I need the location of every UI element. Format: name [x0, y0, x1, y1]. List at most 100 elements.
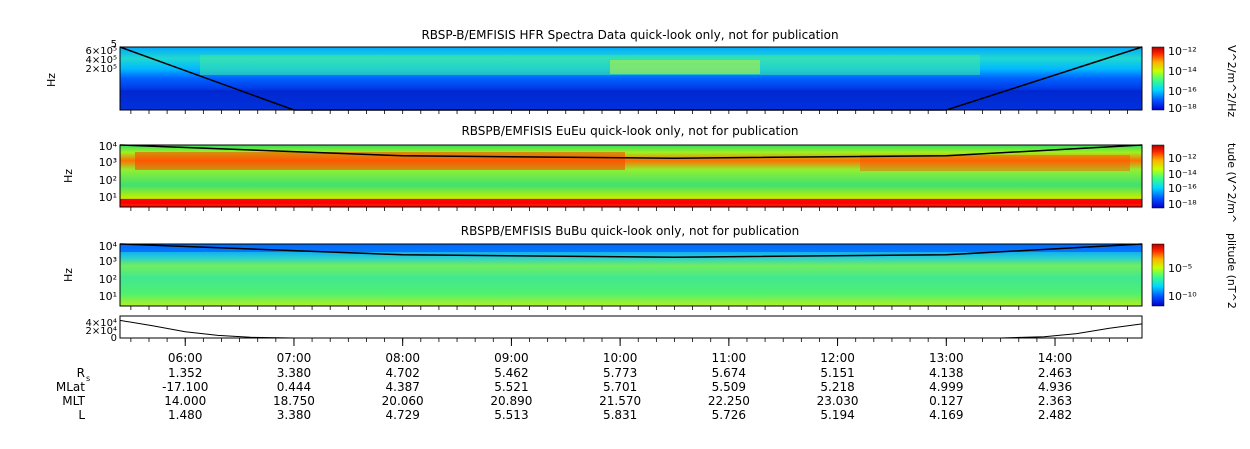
panel-2-bottom-line	[120, 199, 1142, 204]
panel-3-spectrogram	[119, 243, 1143, 307]
panel-2-spectrogram	[119, 144, 1143, 208]
panel-3-background	[120, 244, 1142, 306]
ephemeris-value: 23.030	[817, 394, 859, 408]
ephemeris-value: 2.482	[1038, 408, 1072, 422]
ephemeris-value: 5.194	[820, 408, 854, 422]
time-axis-ticks	[130, 110, 1128, 342]
panel-3-title: RBSPB/EMFISIS BuBu quick-look only, not …	[461, 224, 799, 238]
ephemeris-value: 14.000	[164, 394, 206, 408]
panel-3-ytick-1: 10³	[99, 255, 117, 268]
time-axis-labels: 06:00 07:00 08:00 09:00 10:00 11:00 12:00 13:00…	[168, 338, 1072, 365]
ephemeris-value: 2.363	[1038, 394, 1072, 408]
ephemeris-value: 0.127	[929, 394, 963, 408]
ephemeris-value: 5.462	[494, 366, 528, 380]
colorbar-1-tick-0: 10⁻¹²	[1168, 45, 1197, 58]
panel-2-frame	[119, 144, 1143, 208]
panel-1-frame	[119, 46, 1143, 111]
panel-1-ytick-0: 6×10⁵	[86, 46, 117, 57]
ephemeris-value: -17.100	[162, 380, 208, 394]
ephemeris-value: 5.521	[494, 380, 528, 394]
ephemeris-value: 5.726	[712, 408, 746, 422]
panel-1-title: RBSP-B/EMFISIS HFR Spectra Data quick-lo…	[421, 28, 838, 42]
time-tick-label: 09:00	[494, 351, 529, 365]
ephemeris-value: 1.480	[168, 408, 202, 422]
panel-3-ytick-2: 10²	[99, 273, 117, 286]
panel-2-ytick-1: 10³	[99, 156, 117, 169]
panel-1-ylabel: Hz	[45, 73, 58, 87]
colorbar-3-tick-0: 10⁻⁵	[1168, 262, 1192, 275]
panel-3-frame	[119, 243, 1143, 307]
panel-3-upper-band	[120, 244, 1142, 252]
ephemeris-value: 4.936	[1038, 380, 1072, 394]
colorbar-2: 10⁻¹² 10⁻¹⁴ 10⁻¹⁶ 10⁻¹⁸ tude (V^2/m^	[1151, 143, 1238, 223]
panel-4-ytick-0: 4×10⁴	[86, 318, 117, 329]
time-tick-label: 06:00	[168, 351, 203, 365]
panel-2-ytick-0: 10⁴	[99, 140, 118, 153]
panel-4-ytick-1: 2×10⁴	[86, 326, 117, 337]
colorbar-2-scale	[1151, 144, 1165, 209]
panel-1-ytick-2: 2×10⁵	[86, 64, 117, 75]
ephemeris-value: 4.169	[929, 408, 963, 422]
ephemeris-value: 5.218	[820, 380, 854, 394]
panel-2-cutoff-line	[119, 144, 1143, 159]
colorbar-2-tick-3: 10⁻¹⁸	[1168, 198, 1197, 211]
ephemeris-value: 5.513	[494, 408, 528, 422]
panel-1-upper-band	[200, 55, 980, 75]
time-tick-label: 14:00	[1038, 351, 1073, 365]
ephemeris-value: 21.570	[599, 394, 641, 408]
time-tick-label: 13:00	[929, 351, 964, 365]
time-tick-label: 12:00	[820, 351, 855, 365]
colorbar-1-tick-1: 10⁻¹⁴	[1168, 65, 1197, 78]
ephemeris-row-subscript: s	[86, 374, 90, 383]
ephemeris-value: 5.773	[603, 366, 637, 380]
colorbar-3: 10⁻⁵ 10⁻¹⁰ plitude (nT^2	[1151, 233, 1238, 309]
ephemeris-value: 4.387	[386, 380, 420, 394]
colorbar-2-label: tude (V^2/m^	[1225, 143, 1238, 223]
ephemeris-row-label: MLat	[56, 380, 85, 394]
colorbar-3-scale	[1151, 243, 1165, 307]
colorbar-1-tick-2: 10⁻¹⁶	[1168, 85, 1197, 98]
colorbar-1: 10⁻¹² 10⁻¹⁴ 10⁻¹⁶ 10⁻¹⁸ V^2/m^2/Hz	[1151, 45, 1238, 117]
ephemeris-value: 3.380	[277, 366, 311, 380]
colorbar-1-scale	[1151, 46, 1165, 111]
panel-3-ytick-0: 10⁴	[99, 240, 118, 253]
ephemeris-value: 5.509	[712, 380, 746, 394]
ephemeris-value: 4.999	[929, 380, 963, 394]
time-tick-label: 08:00	[385, 351, 420, 365]
panel-1-emission-band	[610, 60, 760, 74]
panel-4-ytick-2: 0	[111, 333, 117, 344]
time-tick-label: 11:00	[712, 351, 747, 365]
time-tick-label: 10:00	[603, 351, 638, 365]
panel-2-ylabel: Hz	[62, 169, 75, 183]
ephemeris-value: 18.750	[273, 394, 315, 408]
panel-1-ytick-1: 4×10⁵	[86, 55, 117, 66]
panel-1-lower-band	[120, 90, 1142, 110]
ephemeris-value: 5.701	[603, 380, 637, 394]
ephemeris-value: 0.444	[277, 380, 311, 394]
panel-2-title: RBSPB/EMFISIS EuEu quick-look only, not …	[461, 124, 798, 138]
panel-4-line-plot	[119, 315, 1143, 339]
ephemeris-value: 4.702	[386, 366, 420, 380]
ephemeris-row-label: L	[78, 408, 85, 422]
ephemeris-value: 1.352	[168, 366, 202, 380]
panel-3-ylabel: Hz	[62, 268, 75, 282]
ephemeris-value: 2.463	[1038, 366, 1072, 380]
panel-3-ytick-3: 10¹	[99, 290, 117, 303]
colorbar-1-label: V^2/m^2/Hz	[1225, 45, 1238, 117]
ephemeris-value: 5.674	[712, 366, 746, 380]
panel-2-hot-band-right	[860, 155, 1130, 171]
panel-2-ytick-2: 10²	[99, 174, 117, 187]
panel-2-ytick-3: 10¹	[99, 191, 117, 204]
colorbar-2-tick-0: 10⁻¹²	[1168, 152, 1197, 165]
ephemeris-value: 5.831	[603, 408, 637, 422]
colorbar-1-tick-3: 10⁻¹⁸	[1168, 102, 1197, 115]
ephemeris-value: 22.250	[708, 394, 750, 408]
panel-3-cutoff-line	[119, 243, 1143, 258]
ephemeris-row-label: R	[77, 366, 85, 380]
panel-1-spectrogram	[119, 46, 1143, 111]
colorbar-2-tick-2: 10⁻¹⁶	[1168, 182, 1197, 195]
colorbar-3-tick-1: 10⁻¹⁰	[1168, 290, 1197, 303]
colorbar-2-tick-1: 10⁻¹⁴	[1168, 168, 1197, 181]
